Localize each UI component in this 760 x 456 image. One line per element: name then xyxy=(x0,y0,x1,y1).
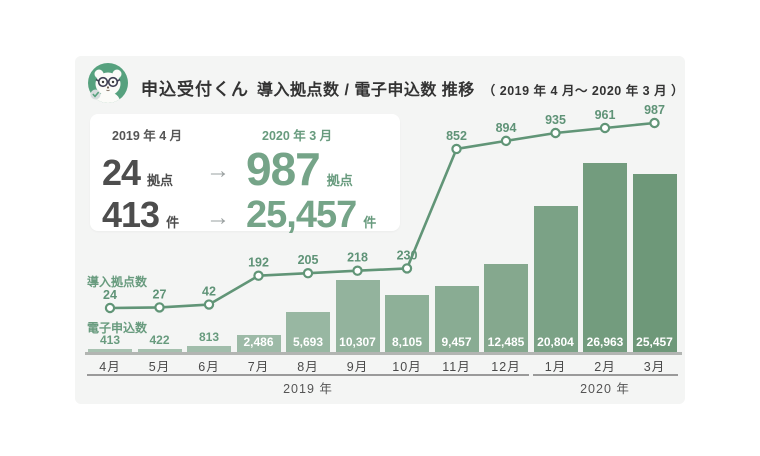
line-value-label: 935 xyxy=(545,113,566,127)
bar-value-label: 813 xyxy=(198,330,220,344)
before-date-label: 2019 年 4 月 xyxy=(112,129,183,143)
bar-2月 xyxy=(583,163,627,352)
line-series-label: 導入拠点数 xyxy=(87,275,148,289)
after-apps-value: 25,457 xyxy=(246,194,357,237)
line-value-label: 987 xyxy=(644,103,665,117)
bar-value-label: 9,457 xyxy=(441,335,472,349)
line-point-8月 xyxy=(302,268,314,279)
bar-11月 xyxy=(434,286,479,352)
bar-12月 xyxy=(484,264,528,352)
header: 申込受付くん 導入拠点数 / 電子申込数 推移 （ 2019 年 4 月～ 20… xyxy=(88,63,684,103)
line-value-label: 230 xyxy=(397,248,418,262)
arrow-icon: → xyxy=(206,157,230,185)
bar-1月 xyxy=(533,206,578,352)
line-point-3月 xyxy=(649,117,660,129)
line-series: 24 27 42 192 205 218 230 852 894 935 961 987 xyxy=(103,103,665,314)
x-tick-6月: 6月 xyxy=(198,360,220,374)
before-apps-value: 413 xyxy=(102,194,160,236)
line-point-12月 xyxy=(500,135,512,147)
x-tick-2月: 2月 xyxy=(594,360,616,374)
bear-mascot-icon xyxy=(88,63,128,103)
line-point-1月 xyxy=(550,127,561,139)
line-point-2月 xyxy=(599,122,611,134)
line-value-label: 27 xyxy=(153,287,167,301)
bar-9月 xyxy=(335,280,380,352)
line-value-label: 24 xyxy=(103,288,117,302)
summary-callout: 2019 年 4 月 2020 年 3 月 24 拠点 → 987 拠点 413… xyxy=(90,114,400,235)
line-value-label: 192 xyxy=(248,256,269,270)
after-apps-unit: 件 xyxy=(363,215,377,231)
x-tick-3月: 3月 xyxy=(643,360,666,374)
bar-series-label: 電子申込数 xyxy=(87,321,148,335)
bar-5月 xyxy=(137,349,182,352)
year-label: 2020 年 xyxy=(580,382,630,396)
before-sites-value: 24 xyxy=(102,152,141,193)
bar-6月 xyxy=(187,346,231,352)
bar-value-label: 20,804 xyxy=(537,335,574,349)
bar-value-label: 2,486 xyxy=(243,335,274,349)
bar-value-label: 8,105 xyxy=(391,335,423,349)
year-group-line xyxy=(532,374,678,376)
x-tick-10月: 10月 xyxy=(392,360,422,374)
bar-value-label: 25,457 xyxy=(636,335,673,349)
bar-value-label: 5,693 xyxy=(292,335,324,349)
line-value-label: 218 xyxy=(347,251,368,265)
combo-chart: 導入拠点数 電子申込数 413 4月 422 5月 813 6月 2,486 7月 5,693 8… xyxy=(75,56,685,404)
bar-value-label: 12,485 xyxy=(487,335,525,349)
bar-10月 xyxy=(385,295,429,352)
x-tick-5月: 5月 xyxy=(148,360,171,374)
x-tick-12月: 12月 xyxy=(491,360,521,374)
arrow-icon: → xyxy=(206,204,230,232)
line-point-6月 xyxy=(203,299,215,310)
x-tick-7月: 7月 xyxy=(247,360,270,374)
bar-value-label: 413 xyxy=(99,333,121,347)
bar-value-label: 10,307 xyxy=(339,335,376,349)
bar-3月 xyxy=(632,174,677,352)
app-name: 申込受付くん xyxy=(141,80,249,99)
line-value-label: 205 xyxy=(298,253,319,267)
before-sites-unit: 拠点 xyxy=(147,173,174,188)
line-value-label: 961 xyxy=(595,108,616,122)
year-label: 2019 年 xyxy=(283,382,333,396)
after-date-label: 2020 年 3 月 xyxy=(262,129,333,143)
after-sites-unit: 拠点 xyxy=(326,173,353,188)
after-sites-value: 987 xyxy=(246,143,321,195)
stats-card: 申込受付くん 導入拠点数 / 電子申込数 推移 （ 2019 年 4 月～ 20… xyxy=(75,56,685,404)
x-tick-11月: 11月 xyxy=(442,360,471,374)
line-value-label: 894 xyxy=(496,121,517,135)
bar-value-label: 26,963 xyxy=(586,335,624,349)
bar-value-label: 422 xyxy=(149,333,170,347)
before-apps-unit: 件 xyxy=(166,215,180,231)
line-point-7月 xyxy=(253,270,264,281)
bar-8月 xyxy=(286,312,330,352)
line-point-9月 xyxy=(352,265,363,276)
summary-row-applications: 413 件 → 25,457 件 xyxy=(102,194,388,237)
summary-row-sites: 24 拠点 → 987 拠点 xyxy=(102,143,388,195)
line-point-10月 xyxy=(401,263,413,274)
period-label: （ 2019 年 4 月～ 2020 年 3 月 ） xyxy=(482,84,685,98)
line-point-5月 xyxy=(154,302,165,313)
line-point-11月 xyxy=(451,143,462,155)
line-value-label: 852 xyxy=(446,129,467,143)
line-point-4月 xyxy=(104,302,116,314)
x-tick-1月: 1月 xyxy=(544,360,567,374)
page-title: 導入拠点数 / 電子申込数 推移 xyxy=(257,82,475,99)
x-axis-baseline xyxy=(85,352,682,355)
trend-line xyxy=(109,121,655,310)
year-group-line xyxy=(87,374,529,376)
line-value-label: 42 xyxy=(202,285,216,299)
bar-7月 xyxy=(236,335,281,352)
x-tick-4月: 4月 xyxy=(99,360,121,374)
x-tick-8月: 8月 xyxy=(297,360,319,374)
bar-4月 xyxy=(88,349,132,352)
x-tick-9月: 9月 xyxy=(346,360,369,374)
